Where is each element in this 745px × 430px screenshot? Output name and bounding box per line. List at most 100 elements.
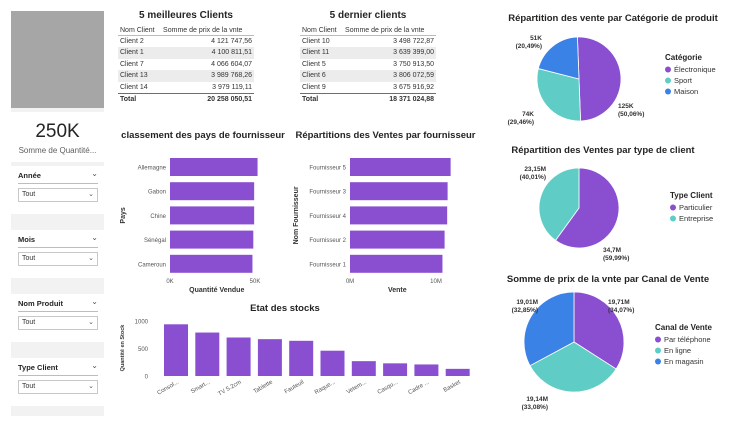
table-title-top-clients: 5 meilleures Clients [139, 10, 233, 21]
x-axis-label: Quantité Vendue [189, 287, 244, 294]
chart-title-fournisseur: Répartitions des Ventes par fournisseur [295, 130, 476, 141]
bar [320, 350, 345, 376]
kpi-card: 250K Somme de Quantité... [11, 112, 104, 162]
bar [445, 368, 470, 376]
chart-title-canal: Somme de prix de la vnte par Canal de Ve… [506, 274, 710, 285]
bar [350, 206, 448, 225]
data-label: 125K [618, 103, 634, 110]
divider [18, 183, 98, 184]
slicer-dropdown-annee[interactable]: Tout ⌄ [18, 188, 98, 202]
category-label: Raque... [314, 379, 337, 396]
client-name: Client 5 [302, 60, 326, 68]
tick-label: 0M [346, 279, 354, 285]
bar [195, 332, 220, 376]
category-label: Chine [150, 214, 166, 220]
data-label: 23,15M [524, 166, 546, 173]
legend-entry: Sport [674, 76, 693, 85]
chart-title-categorie: Répartition des vente par Catégorie de p… [508, 13, 718, 24]
client-name: Client 11 [300, 47, 344, 59]
bar [289, 340, 314, 376]
legend-entry: En magasin [664, 357, 704, 366]
pie-slice [538, 167, 580, 241]
table-row: Client 10 3 498 722,87 [300, 36, 436, 48]
sales-value: 4 066 604,07 [211, 60, 252, 68]
bar [350, 158, 451, 176]
chevron-down-icon[interactable]: ⌄ [91, 169, 98, 178]
category-label: Cameroun [138, 262, 166, 268]
legend-entry: En ligne [664, 346, 691, 355]
legend-marker [655, 347, 661, 354]
legend-title: Catégorie [665, 53, 702, 62]
data-label: 74K [522, 111, 534, 118]
legend-marker [655, 336, 661, 343]
sales-value: 3 750 913,50 [393, 60, 434, 68]
tick-label: 500 [138, 347, 149, 353]
bar [350, 254, 443, 273]
bar [383, 363, 408, 376]
table-total-row: Total 18 371 024,88 [300, 92, 436, 105]
total-label: Total [300, 92, 344, 105]
category-label: Sénégal [144, 238, 166, 244]
table-row: Client 11 3 639 399,00 [300, 47, 436, 59]
column-header[interactable]: Nom Client [118, 26, 162, 36]
category-label: Casqu... [377, 379, 400, 396]
bar [350, 230, 445, 249]
legend-marker [665, 66, 671, 73]
divider [18, 247, 98, 248]
table-row: Client 7 4 066 604,07 [118, 59, 254, 71]
client-name: Client 13 [118, 70, 162, 82]
chevron-down-icon[interactable]: ⌄ [91, 361, 98, 370]
client-name: Client 1 [118, 47, 162, 59]
slicer-dropdown-type-client[interactable]: Tout ⌄ [18, 380, 98, 394]
legend-title: Canal de Vente [655, 323, 712, 332]
category-label: Allemagne [138, 166, 167, 172]
kpi-value: 250K [35, 121, 80, 142]
slicer-dropdown-nom-produit[interactable]: Tout ⌄ [18, 316, 98, 330]
divider [18, 375, 98, 376]
sales-value: 3 675 916,92 [393, 83, 434, 91]
slicer-value: Tout [22, 191, 36, 198]
divider [18, 311, 98, 312]
bar [170, 230, 254, 249]
y-axis-label: Quantité en Stock [120, 324, 126, 372]
slicer-value: Tout [22, 255, 36, 262]
column-header[interactable]: Somme de prix de la vnte [343, 26, 436, 36]
pie-slice [536, 68, 581, 122]
category-label: Fournisseur 1 [309, 262, 346, 268]
column-header[interactable]: Nom Client [300, 26, 344, 36]
table-row: Client 5 3 750 913,50 [300, 59, 436, 71]
slicer-value: Tout [22, 383, 36, 390]
category-label: Basket [443, 379, 462, 394]
table-title-last-clients: 5 dernier clients [329, 10, 407, 21]
category-label: Vetem... [346, 379, 368, 395]
chevron-down-icon: ⌄ [88, 319, 94, 326]
client-name: Client 10 [302, 38, 330, 45]
chevron-down-icon[interactable]: ⌄ [91, 297, 98, 306]
table-last-clients: Nom Client Somme de prix de la vnte Clie… [300, 26, 436, 105]
y-axis-label: Nom Fournisseur [293, 186, 300, 244]
chevron-down-icon[interactable]: ⌄ [91, 233, 98, 242]
legend-marker [670, 215, 676, 222]
data-label-percent: (33,08%) [522, 404, 548, 411]
pie-slice [554, 167, 620, 249]
category-label: Gabon [148, 190, 166, 196]
x-axis-label: Vente [388, 287, 407, 294]
data-label-percent: (29,46%) [508, 119, 534, 126]
bar [170, 254, 253, 273]
legend-marker [670, 204, 676, 211]
pie-slice [537, 36, 580, 80]
data-label-percent: (59,99%) [603, 255, 629, 262]
sales-value: 4 121 747,56 [211, 38, 252, 45]
column-header[interactable]: Somme de prix de la vnte [161, 26, 254, 36]
data-label-percent: (20,49%) [516, 43, 542, 50]
data-label-percent: (34,07%) [608, 307, 634, 314]
category-label: TV 5.2cm [217, 380, 242, 398]
total-value: 20 258 050,51 [161, 92, 254, 105]
bar [257, 339, 282, 376]
category-label: Consol... [156, 379, 180, 396]
category-label: Fournisseur 4 [309, 214, 346, 220]
data-label-percent: (50,06%) [618, 111, 644, 118]
slicer-dropdown-mois[interactable]: Tout ⌄ [18, 252, 98, 266]
